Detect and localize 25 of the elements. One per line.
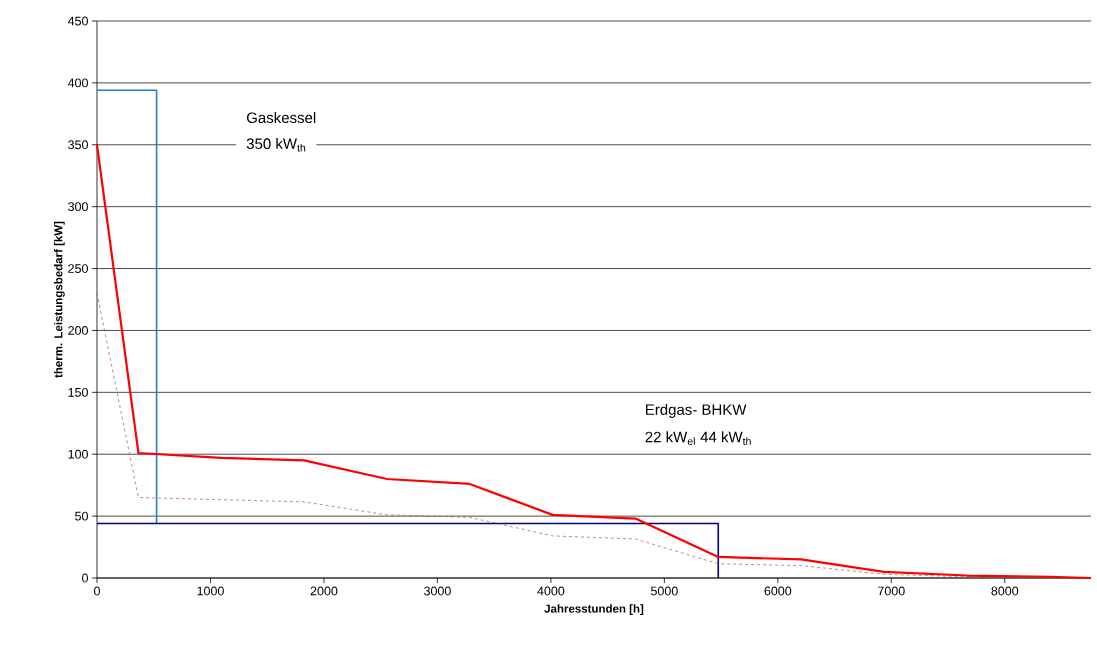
x-tick-label: 7000 — [878, 586, 905, 596]
y-tick-label: 350 — [68, 140, 88, 150]
x-tick-label: 8000 — [991, 586, 1019, 596]
y-tick-label: 100 — [68, 449, 88, 459]
x-tick-label: 0 — [94, 586, 100, 596]
annotation: Erdgas- BHKW — [646, 403, 747, 418]
annotation: Gaskessel — [246, 112, 316, 124]
y-tick-label: 150 — [68, 387, 88, 397]
y-tick-label: 450 — [67, 16, 88, 26]
y-tick-label: 250 — [68, 264, 88, 273]
y-axis-title: therm. Leistungsbedarf [kW] — [53, 221, 65, 378]
y-tick-label: 300 — [68, 202, 88, 212]
y-tick-label: 400 — [67, 78, 88, 88]
y-tick-label: 0 — [82, 573, 88, 583]
annotation: 22 kW$_{el}$ 44 kW$_{th}$ — [645, 431, 751, 445]
x-axis-title: Jahresstunden [h] — [544, 604, 644, 615]
x-tick-label: 1000 — [197, 586, 224, 596]
x-tick-label: 4000 — [537, 586, 565, 596]
y-tick-label: 200 — [68, 326, 88, 335]
x-tick-label: 2000 — [310, 586, 338, 596]
annotation: 350 kW$_{th}$ — [246, 137, 306, 152]
y-tick-label: 50 — [75, 511, 88, 521]
x-tick-label: 3000 — [423, 586, 451, 596]
x-tick-label: 5000 — [650, 586, 678, 596]
x-tick-label: 6000 — [764, 586, 792, 596]
